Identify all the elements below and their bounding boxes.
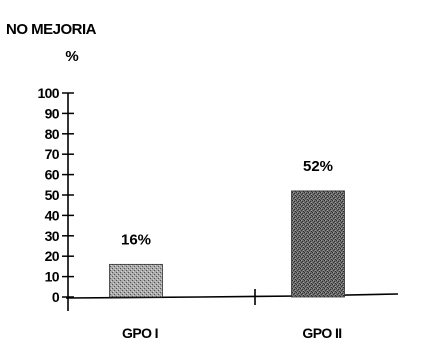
y-axis-label: % — [65, 48, 78, 65]
x-axis-line — [65, 293, 399, 299]
chart-title: NO MEJORIA — [6, 21, 97, 38]
x-category-label: GPO II — [302, 325, 341, 341]
bars — [109, 190, 345, 298]
y-tick-label: 30 — [45, 228, 60, 244]
bar-value-label: 16% — [121, 231, 151, 248]
y-tick-label: 50 — [45, 187, 60, 203]
y-ticks: 0 10 20 30 40 50 60 70 80 90 100 — [37, 85, 74, 305]
y-tick-label: 80 — [45, 126, 60, 142]
bar — [291, 190, 345, 298]
y-tick-label: 70 — [45, 146, 60, 162]
y-tick-label: 90 — [45, 105, 60, 121]
y-tick-label: 100 — [37, 85, 59, 101]
x-category-label: GPO I — [122, 325, 158, 341]
y-tick-label: 10 — [45, 269, 60, 285]
axes — [65, 93, 399, 311]
y-tick-label: 20 — [45, 248, 60, 264]
bar-value-label: 52% — [303, 158, 333, 175]
labels: 16% GPO I 52% GPO II — [121, 158, 342, 341]
bar — [109, 263, 163, 298]
y-tick-label: 60 — [45, 167, 60, 183]
y-tick-label: 40 — [45, 207, 60, 223]
y-tick-label: 0 — [52, 289, 60, 305]
